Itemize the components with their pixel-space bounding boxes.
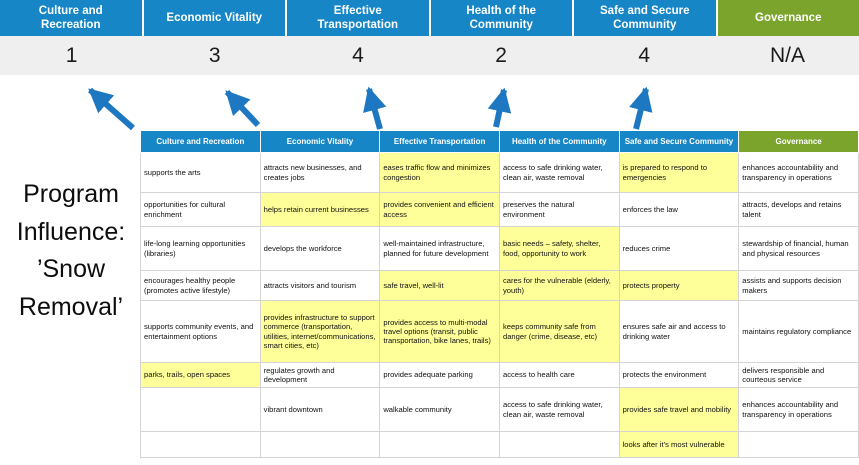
score-row: 1 3 4 2 4 N/A [0, 36, 859, 75]
matrix-cell: attracts, develops and retains talent [738, 192, 859, 227]
matrix-cell: encourages healthy people (promotes acti… [140, 270, 261, 301]
up-arrow-icon [88, 87, 135, 131]
pillar-banner: Culture and Recreation Economic Vitality E… [0, 0, 859, 36]
matrix-cell: reduces crime [618, 226, 740, 271]
title-line: Program [23, 180, 119, 208]
matrix-row: parks, trails, open spaces regulates grow… [140, 362, 859, 388]
matrix-cell [140, 387, 261, 432]
matrix-cell: supports community events, and entertain… [140, 300, 261, 363]
matrix-cell [498, 431, 620, 458]
matrix-cell: ensures safe air and access to drinking … [618, 300, 740, 363]
title-line: Influence: [16, 217, 126, 246]
matrix-cell: safe travel, well-lit [379, 270, 500, 301]
up-arrow-icon [224, 89, 261, 128]
matrix-cell: provides access to multi-modal travel op… [379, 300, 500, 363]
matrix-cell: keeps community safe from danger (crime,… [498, 300, 620, 363]
matrix-row: opportunities for cultural enrichment hel… [140, 192, 859, 227]
up-arrow-icon [629, 86, 653, 130]
pillar-header-4: Health of the Community [430, 0, 574, 36]
matrix-column-header: Economic Vitality [259, 130, 381, 153]
matrix-cell: vibrant downtown [259, 387, 381, 432]
up-arrow-icon [363, 86, 387, 130]
matrix-cell: provides infrastructure to support comme… [259, 300, 381, 363]
matrix-cell: regulates growth and development [259, 362, 381, 388]
matrix-cell [140, 431, 261, 458]
pillar-header-2: Economic Vitality [143, 0, 287, 36]
matrix-cell: parks, trails, open spaces [140, 362, 261, 388]
matrix-cell: protects the environment [618, 362, 740, 388]
matrix-cell: supports the arts [140, 152, 261, 193]
pillar-score-6: N/A [769, 43, 805, 67]
matrix-cell: attracts visitors and tourism [259, 270, 381, 301]
matrix-row: supports the arts attracts new businesses… [140, 152, 859, 193]
matrix-cell [738, 431, 859, 458]
program-influence-title: Program Influence: ’Snow Removal’ [0, 176, 142, 326]
matrix-cell: opportunities for cultural enrichment [140, 192, 261, 227]
pillar-header-3: Effective Transportation [287, 0, 431, 36]
matrix-cell: looks after it’s most vulnerable [618, 431, 740, 458]
pillar-score-3: 4 [352, 43, 364, 67]
matrix-cell: helps retain current businesses [259, 192, 381, 227]
matrix-cell: assists and supports decision makers [738, 270, 859, 301]
matrix-cell [259, 431, 381, 458]
matrix-cell [379, 431, 500, 458]
matrix-cell: enhances accountability and transparency… [738, 387, 859, 432]
matrix-column-header: Effective Transportation [379, 130, 500, 153]
matrix-row: life-long learning opportunities (librar… [140, 226, 859, 271]
matrix-row: looks after it’s most vulnerable [140, 431, 859, 458]
matrix-cell: access to safe drinking water, clean air… [498, 152, 620, 193]
matrix-cell: maintains regulatory compliance [738, 300, 859, 363]
matrix-cell: cares for the vulnerable (elderly, youth… [498, 270, 620, 301]
matrix-cell: provides convenient and efficient access [379, 192, 500, 227]
matrix-row: encourages healthy people (promotes acti… [140, 270, 859, 301]
matrix-cell: access to safe drinking water, clean air… [498, 387, 620, 432]
pillar-score-2: 3 [208, 43, 221, 67]
matrix-cell: delivers responsible and courteous servi… [738, 362, 859, 388]
matrix-column-header: Culture and Recreation [140, 130, 261, 153]
up-arrow-icon [487, 87, 512, 128]
matrix-row: supports community events, and entertain… [140, 300, 859, 363]
matrix-cell: life-long learning opportunities (librar… [140, 226, 261, 271]
matrix-cell: provides adequate parking [379, 362, 500, 388]
matrix-column-header: Health of the Community [498, 130, 620, 153]
pillar-header-5: Safe and Secure Community [574, 0, 718, 36]
matrix-cell: enforces the law [618, 192, 740, 227]
pillar-score-1: 1 [65, 43, 78, 67]
pillar-score-5: 4 [638, 43, 651, 67]
matrix-cell: protects property [618, 270, 740, 301]
matrix-cell: attracts new businesses, and creates job… [259, 152, 381, 193]
title-line: ’Snow [36, 255, 106, 283]
matrix-cell: stewardship of financial, human and phys… [738, 226, 859, 271]
matrix-cell: access to health care [498, 362, 620, 388]
matrix-cell: provides safe travel and mobility [618, 387, 740, 432]
matrix-column-header: Safe and Secure Community [618, 130, 740, 153]
matrix-cell: basic needs – safety, shelter, food, opp… [498, 226, 620, 271]
pillar-score-4: 2 [495, 43, 507, 67]
matrix-cell: well-maintained infrastructure, planned … [379, 226, 500, 271]
matrix-cell: preserves the natural environment [498, 192, 620, 227]
matrix-header-row: Culture and Recreation Economic Vitality E… [140, 130, 859, 153]
matrix-cell: is prepared to respond to emergencies [618, 152, 740, 193]
pillar-header-6: Governance [717, 0, 859, 36]
matrix-cell: eases traffic flow and minimizes congest… [379, 152, 500, 193]
title-line: Removal’ [18, 292, 124, 321]
matrix-body: supports the arts attracts new businesses… [140, 152, 859, 458]
matrix-cell: develops the workforce [259, 226, 381, 271]
influence-matrix: Culture and Recreation Economic Vitality E… [140, 130, 859, 458]
influence-arrows [88, 86, 653, 131]
matrix-cell: walkable community [379, 387, 500, 432]
matrix-cell: enhances accountability and transparency… [738, 152, 859, 193]
matrix-row: vibrant downtown walkable community access… [140, 387, 859, 432]
matrix-column-header: Governance [738, 130, 859, 153]
pillar-header-1: Culture and Recreation [0, 0, 144, 36]
